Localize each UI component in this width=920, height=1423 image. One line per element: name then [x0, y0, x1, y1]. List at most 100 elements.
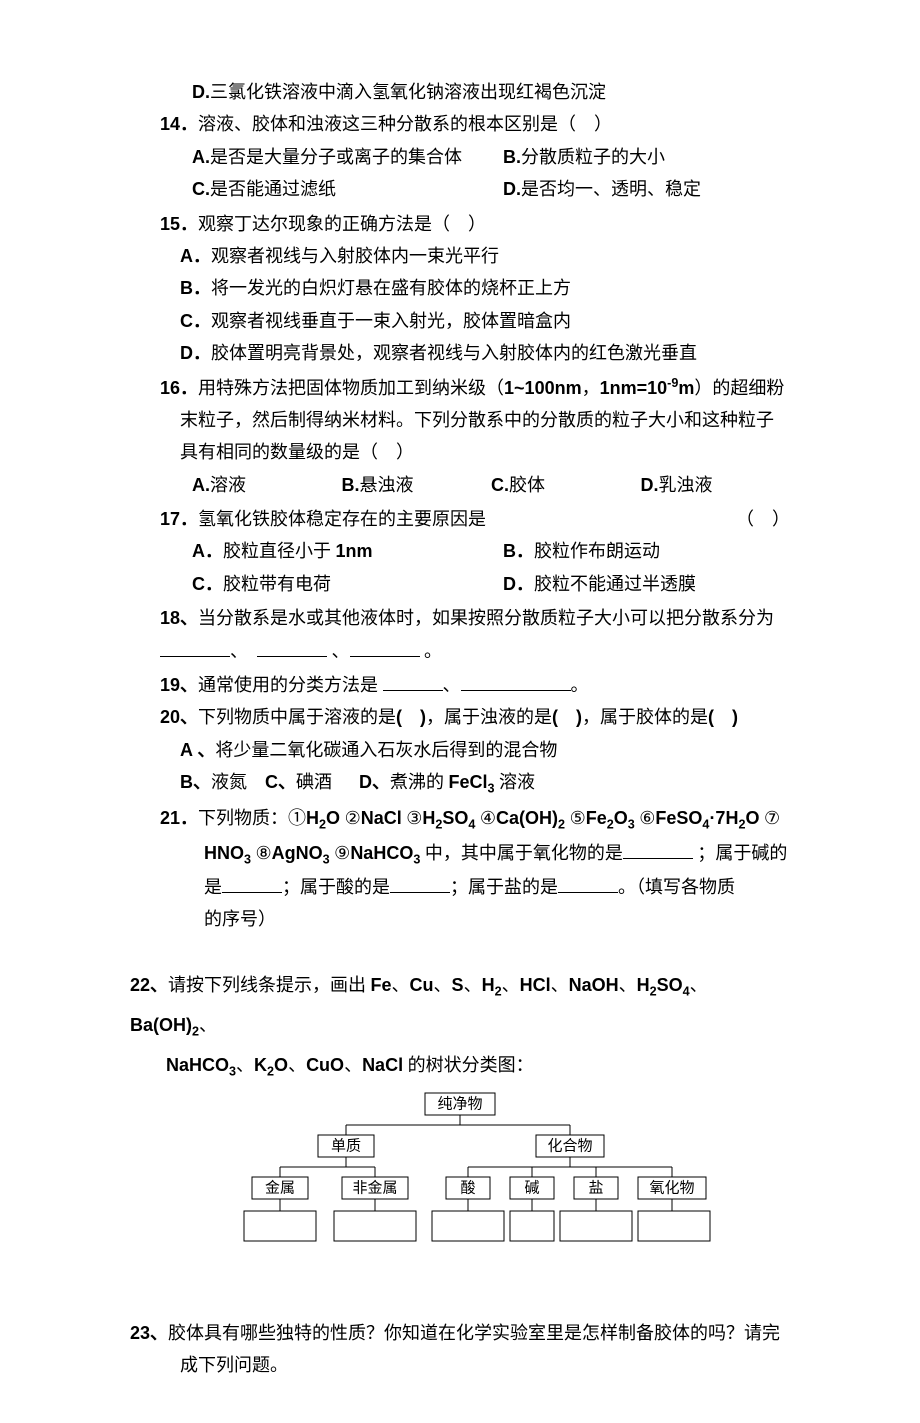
opt-text: 胶体置明亮背景处，观察者视线与入射胶体内的红色激光垂直 — [211, 343, 697, 363]
opt-prefix: A． — [192, 541, 223, 561]
q-stem-line: NaHCO3、K2O、CuO、NaCl 的树状分类图： — [130, 1046, 790, 1086]
q-stem: 观察丁达尔现象的正确方法是（ ） — [198, 214, 486, 234]
opt-text: 液氮 — [211, 772, 247, 792]
opt-text: 乳浊液 — [659, 475, 713, 495]
q15: 15．观察丁达尔现象的正确方法是（ ） A．观察者视线与入射胶体内一束光平行 B… — [160, 208, 790, 370]
q-num: 18、 — [160, 608, 198, 628]
q-stem-line: 用特殊方法把固体物质加工到纳米级（1~100nm，1nm=10-9m）的超细粉 — [198, 378, 784, 398]
tree-l3-1: 非金属 — [352, 1179, 397, 1196]
q-num: 22、 — [130, 975, 168, 995]
opt-text: 溶液 — [210, 475, 246, 495]
page-root: D.三氯化铁溶液中滴入氢氧化钠溶液出现红褐色沉淀 14．溶液、胶体和浊液这三种分… — [0, 0, 920, 1423]
opt-text: 观察者视线垂直于一束入射光，胶体置暗盒内 — [211, 311, 571, 331]
opt-prefix: A. — [192, 475, 210, 495]
tree-diagram: 纯净物 单质 化合物 金属 非 — [200, 1091, 720, 1281]
q-stem: 通常使用的分类方法是 — [198, 675, 383, 695]
q-stem: 氢氧化铁胶体稳定存在的主要原因是 — [198, 509, 486, 529]
opt-text: 将少量二氧化碳通入石灰水后得到的混合物 — [215, 740, 557, 760]
opt-prefix: D． — [180, 343, 211, 363]
q-stem-line: 具有相同的数量级的是（ ） — [160, 436, 790, 468]
q-num: 19、 — [160, 675, 198, 695]
opt-prefix: B. — [503, 147, 521, 167]
q-stem: 当分散系是水或其他液体时，如果按照分散质粒子大小可以把分散系分为 — [198, 608, 774, 628]
opt-text: 胶粒不能通过半透膜 — [534, 574, 696, 594]
opt-prefix: C. — [192, 179, 210, 199]
opt-prefix: D. — [503, 179, 521, 199]
q-stem: 下列物质中属于溶液的是( )，属于浊液的是( )，属于胶体的是( ) — [198, 707, 738, 727]
tree-l3-3: 碱 — [524, 1179, 539, 1196]
q-stem-line: 下列物质：①H2O ②NaCl ③H2SO4 ④Ca(OH)2 ⑤Fe2O3 ⑥… — [198, 808, 780, 828]
opt-text: 将一发光的白炽灯悬在盛有胶体的烧杯正上方 — [211, 278, 571, 298]
q-stem: 溶液、胶体和浊液这三种分散系的根本区别是（ ） — [198, 114, 612, 134]
q22: 22、请按下列线条提示，画出 Fe、Cu、S、H2、HCl、NaOH、H2SO4… — [130, 966, 790, 1281]
q-num: 20、 — [160, 707, 198, 727]
opt-prefix: C． — [192, 574, 223, 594]
opt-prefix: B． — [180, 278, 211, 298]
tree-l2-1: 化合物 — [547, 1137, 592, 1154]
blank — [383, 670, 443, 691]
q-stem-line: 胶体具有哪些独特的性质？你知道在化学实验室里是怎样制备胶体的吗？请完 — [168, 1323, 780, 1343]
opt-text: 煮沸的 FeCl3 溶液 — [390, 772, 535, 792]
opt-text: 胶粒直径小于 1nm — [223, 541, 373, 561]
opt-text: 观察者视线与入射胶体内一束光平行 — [211, 246, 499, 266]
q19: 19、通常使用的分类方法是 、。 — [160, 669, 790, 701]
q14: 14．溶液、胶体和浊液这三种分散系的根本区别是（ ） A.是否是大量分子或离子的… — [160, 108, 790, 205]
opt-text: 胶体 — [509, 475, 545, 495]
q14-row2: C.是否能通过滤纸 D.是否均一、透明、稳定 — [160, 173, 790, 205]
q18-blanks: 、 、 。 — [160, 635, 790, 667]
opt-prefix: A. — [192, 147, 210, 167]
opt-prefix: C． — [180, 311, 211, 331]
blank — [623, 838, 693, 859]
opt-text: 分散质粒子的大小 — [521, 147, 665, 167]
tree-l3-5: 氧化物 — [649, 1179, 694, 1196]
q13-option-d: D.三氯化铁溶液中滴入氢氧化钠溶液出现红褐色沉淀 — [160, 76, 790, 108]
q-stem-line: HNO3 ⑧AgNO3 ⑨NaHCO3 中，其中属于氧化物的是 ；属于碱的 — [160, 837, 790, 871]
opt-prefix: A． — [180, 246, 211, 266]
tree-l3-0: 金属 — [265, 1179, 295, 1196]
opt-prefix: B． — [503, 541, 534, 561]
q-num: 17． — [160, 509, 198, 529]
q16: 16．用特殊方法把固体物质加工到纳米级（1~100nm，1nm=10-9m）的超… — [160, 372, 790, 502]
blank — [350, 636, 420, 657]
q17-row1: A．胶粒直径小于 1nm B．胶粒作布朗运动 — [160, 535, 790, 567]
opt-text: 是否均一、透明、稳定 — [521, 179, 701, 199]
opt-prefix: D． — [503, 574, 534, 594]
q21: 21．下列物质：①H2O ②NaCl ③H2SO4 ④Ca(OH)2 ⑤Fe2O… — [160, 802, 790, 935]
q20-row-bcd: B、液氮 C、碘酒 D、煮沸的 FeCl3 溶液 — [160, 766, 790, 800]
opt-prefix: C、 — [265, 772, 296, 792]
opt-text: 碘酒 — [296, 772, 332, 792]
blank — [558, 872, 618, 893]
opt-prefix: B、 — [180, 772, 211, 792]
opt-prefix: B. — [342, 475, 360, 495]
opt-text: 三氯化铁溶液中滴入氢氧化钠溶液出现红褐色沉淀 — [210, 82, 606, 102]
blank — [257, 636, 327, 657]
opt-text: 胶粒作布朗运动 — [534, 541, 660, 561]
q-stem-line: 成下列问题。 — [130, 1349, 790, 1381]
opt-prefix: D、 — [359, 772, 390, 792]
opt-text: 悬浊液 — [360, 475, 414, 495]
q-num: 14． — [160, 114, 198, 134]
opt-prefix: A 、 — [180, 740, 215, 760]
q-num: 16． — [160, 378, 198, 398]
q16-options: A.溶液 B.悬浊液 C.胶体 D.乳浊液 — [160, 469, 790, 501]
q-num: 15． — [160, 214, 198, 234]
tree-root: 纯净物 — [437, 1095, 482, 1112]
opt-prefix: C. — [491, 475, 509, 495]
q20: 20、下列物质中属于溶液的是( )，属于浊液的是( )，属于胶体的是( ) A … — [160, 701, 790, 800]
q-stem-line: 是；属于酸的是；属于盐的是。（填写各物质 — [160, 871, 790, 903]
q-stem-line: 的序号） — [160, 903, 790, 935]
opt-prefix: D. — [192, 82, 210, 102]
q18: 18、当分散系是水或其他液体时，如果按照分散质粒子大小可以把分散系分为 、 、 … — [160, 602, 790, 667]
blank — [160, 636, 230, 657]
paren: （ ） — [736, 503, 790, 535]
q17: 17．氢氧化铁胶体稳定存在的主要原因是 （ ） A．胶粒直径小于 1nm B．胶… — [160, 503, 790, 600]
q-stem-line: 请按下列线条提示，画出 Fe、Cu、S、H2、HCl、NaOH、H2SO4、Ba… — [130, 975, 708, 1035]
q17-row2: C．胶粒带有电荷 D．胶粒不能通过半透膜 — [160, 568, 790, 600]
q-stem-line: 末粒子，然后制得纳米材料。下列分散系中的分散质的粒子大小和这种粒子 — [160, 404, 790, 436]
blank — [461, 670, 571, 691]
q-num: 23、 — [130, 1323, 168, 1343]
opt-text: 是否能通过滤纸 — [210, 179, 336, 199]
tree-l2-0: 单质 — [331, 1137, 361, 1154]
opt-text: 是否是大量分子或离子的集合体 — [210, 147, 462, 167]
tree-l3-4: 盐 — [588, 1179, 603, 1196]
